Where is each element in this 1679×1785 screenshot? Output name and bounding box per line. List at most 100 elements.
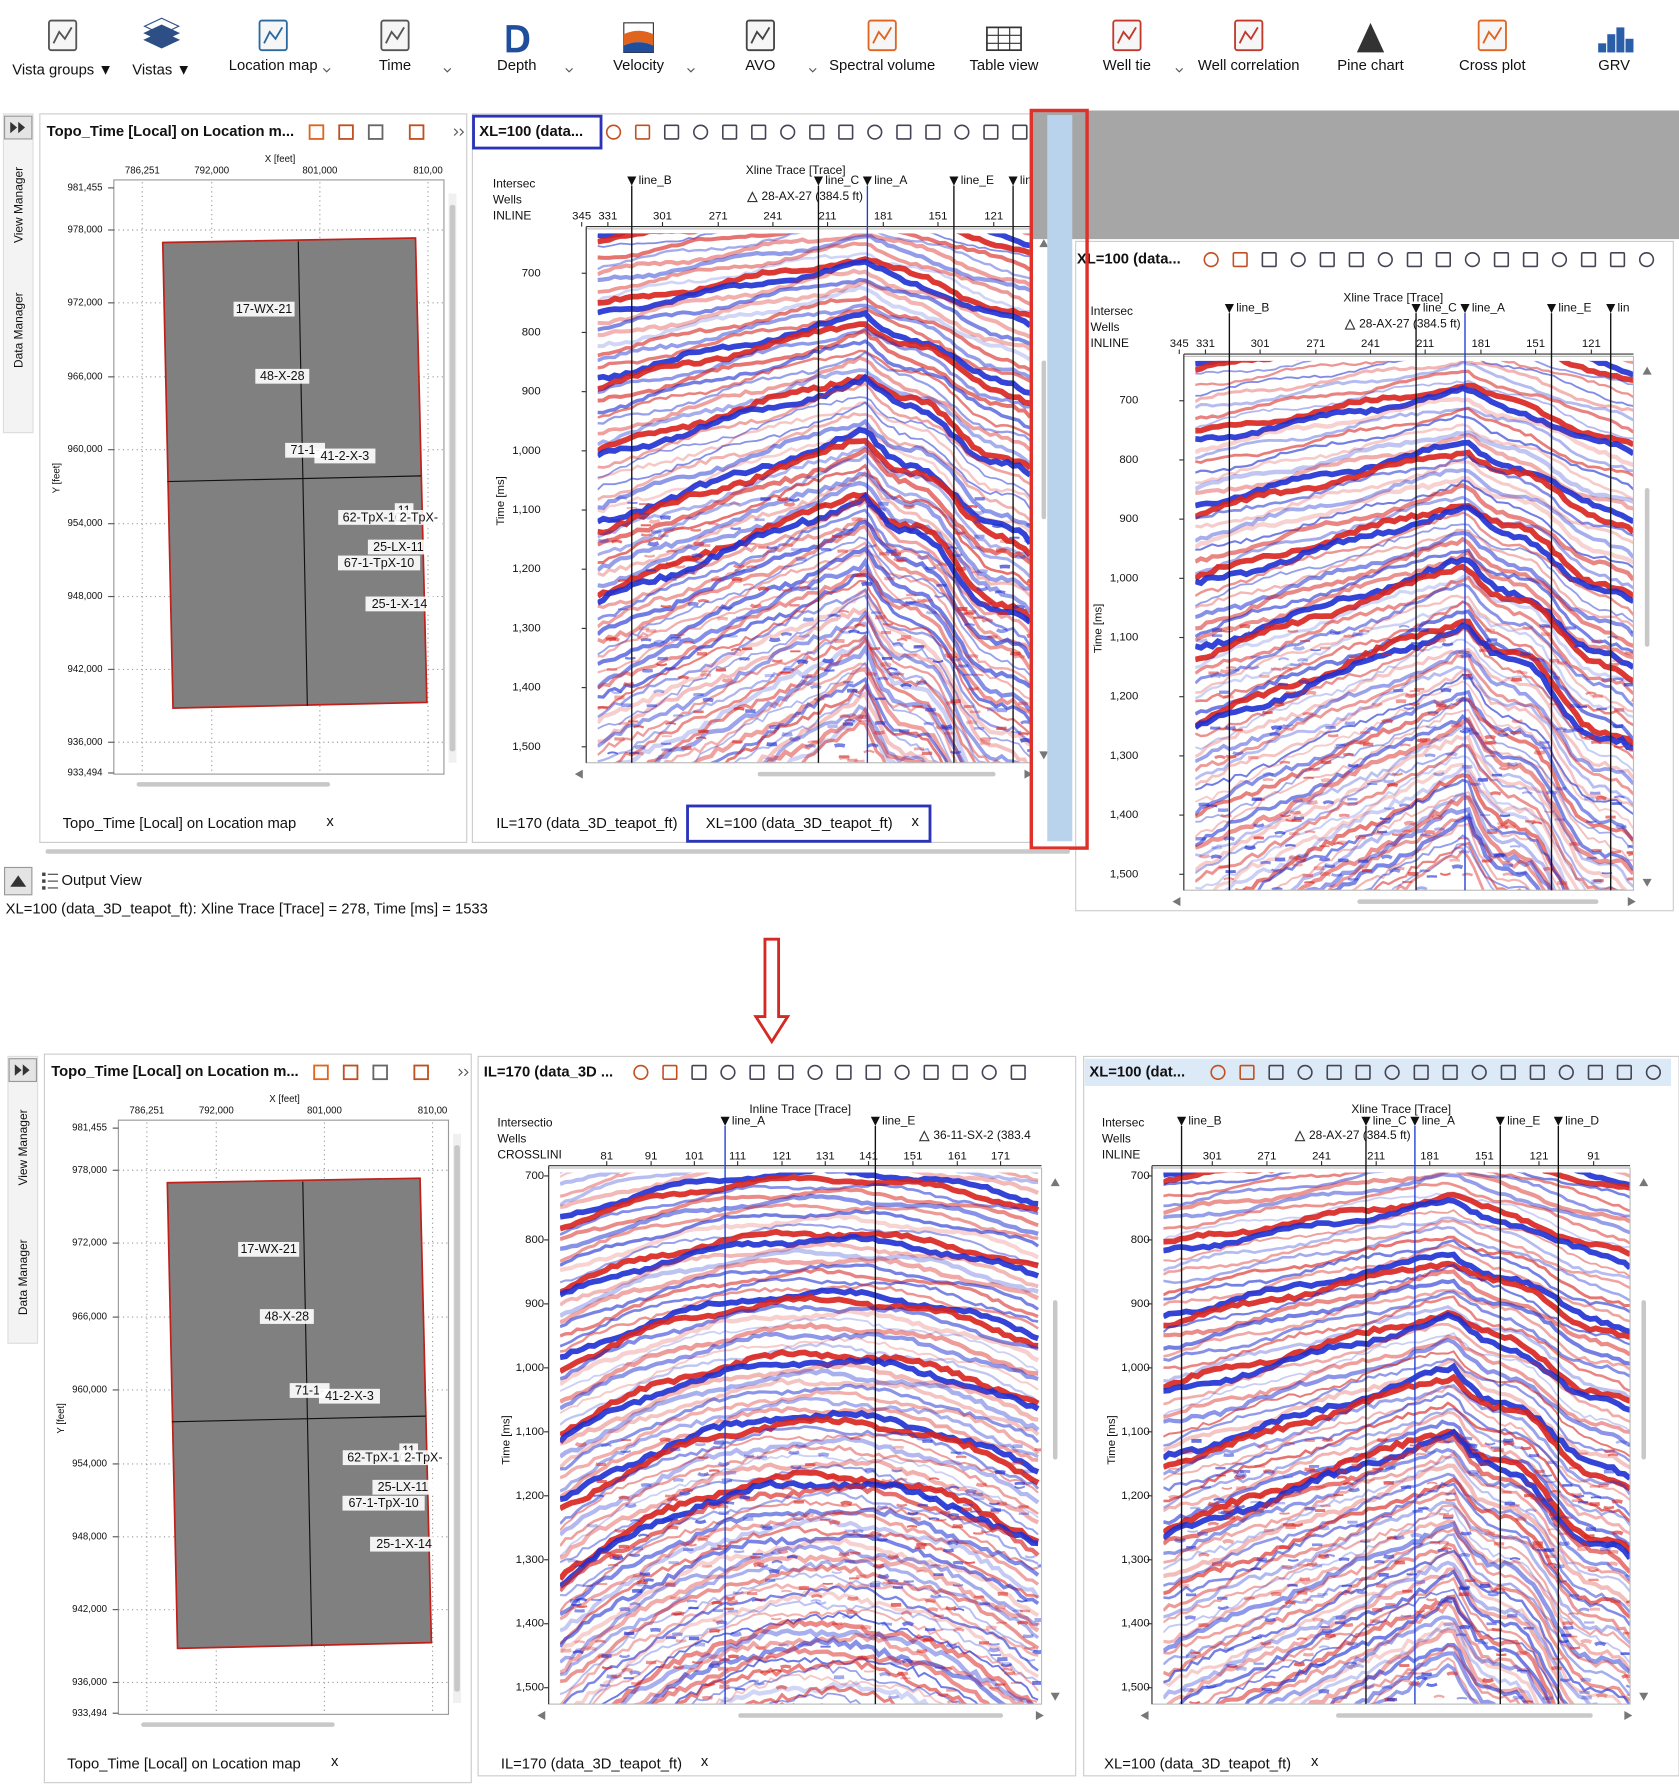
tool-icon[interactable]: [1551, 251, 1568, 268]
line-label[interactable]: line_C: [1423, 301, 1457, 315]
tool-icon[interactable]: [1580, 251, 1597, 268]
scroll-thumb[interactable]: [1052, 1300, 1058, 1460]
tool-icon[interactable]: [1203, 251, 1219, 268]
tool-icon[interactable]: [923, 1064, 939, 1080]
line-label[interactable]: line_A: [874, 173, 907, 187]
line-label[interactable]: line_E: [961, 173, 994, 187]
tab-label[interactable]: XL=100 (data_3D_teapot_ft): [1104, 1756, 1291, 1772]
tool-icon[interactable]: [1442, 1064, 1458, 1080]
well-label[interactable]: 17-WX-21: [240, 1242, 296, 1256]
side-tab[interactable]: View Manager: [12, 167, 26, 243]
line-label[interactable]: line_D: [1565, 1113, 1599, 1127]
toolbar-label[interactable]: Spectral volume: [829, 58, 935, 74]
well-label[interactable]: 28-AX-27 (384.5 ft): [762, 189, 864, 203]
more-icon[interactable]: [453, 128, 465, 136]
tool-icon[interactable]: [954, 124, 970, 140]
scroll-thumb[interactable]: [1644, 487, 1650, 647]
panel-title[interactable]: Topo_Time [Local] on Location m...: [51, 1064, 298, 1080]
tool-icon[interactable]: [1500, 1064, 1516, 1080]
well-label[interactable]: 41-2-X-3: [321, 449, 370, 463]
well-label[interactable]: 71-1-: [295, 1383, 324, 1397]
toolbar-label[interactable]: Location map: [229, 58, 318, 74]
tool-icon[interactable]: [1268, 1064, 1284, 1080]
tool-icon[interactable]: [1297, 1064, 1313, 1080]
toolbar-label[interactable]: Table view: [969, 58, 1038, 74]
well-label[interactable]: 25-1-X-14: [376, 1537, 432, 1551]
side-tab[interactable]: Data Manager: [12, 292, 26, 368]
toolbar-label[interactable]: Vista groups ▼: [12, 63, 113, 79]
tool-icon[interactable]: [1210, 1064, 1226, 1080]
tool-icon[interactable]: [308, 124, 325, 140]
line-label[interactable]: line_E: [1507, 1113, 1540, 1127]
tool-icon[interactable]: [983, 124, 999, 140]
line-label[interactable]: line_C: [1373, 1113, 1407, 1127]
line-label[interactable]: line_A: [732, 1113, 765, 1127]
scroll-thumb[interactable]: [1357, 899, 1599, 904]
scroll-thumb[interactable]: [738, 1713, 1004, 1718]
toolbar-button[interactable]: Time: [379, 19, 411, 74]
toolbar-button[interactable]: GRV: [1598, 27, 1634, 74]
toolbar-button[interactable]: Well correlation: [1198, 19, 1300, 74]
well-label[interactable]: 71-1-: [290, 443, 319, 457]
tool-icon[interactable]: [751, 124, 767, 140]
tool-icon[interactable]: [981, 1064, 997, 1080]
tool-icon[interactable]: [634, 124, 651, 140]
toolbar-button[interactable]: Spectral volume: [829, 19, 935, 74]
line-label[interactable]: line_E: [1558, 301, 1591, 315]
well-label[interactable]: 25-LX-11: [373, 540, 424, 554]
tool-icon[interactable]: [1609, 251, 1626, 268]
tab-label[interactable]: Topo_Time [Local] on Location map: [67, 1756, 301, 1772]
tool-icon[interactable]: [1406, 251, 1422, 268]
tool-icon[interactable]: [865, 1064, 881, 1080]
well-label[interactable]: 48-X-28: [260, 369, 305, 383]
scroll-thumb[interactable]: [449, 204, 456, 752]
toolbar-button[interactable]: Location map: [229, 19, 318, 74]
toolbar-button[interactable]: Cross plot: [1459, 19, 1526, 74]
well-label[interactable]: 41-2-X-3: [325, 1389, 374, 1403]
tool-icon[interactable]: [1261, 251, 1277, 268]
tool-icon[interactable]: [313, 1064, 329, 1081]
side-tab[interactable]: Data Manager: [16, 1239, 30, 1315]
toolbar-label[interactable]: Vistas ▼: [132, 63, 191, 79]
tool-icon[interactable]: [836, 1064, 852, 1080]
tool-icon[interactable]: [1638, 251, 1655, 268]
tool-icon[interactable]: [1493, 251, 1510, 268]
tab-label[interactable]: Topo_Time [Local] on Location map: [63, 816, 297, 832]
well-label[interactable]: 28-AX-27 (384.5 ft): [1309, 1128, 1411, 1142]
toolbar-label[interactable]: Well correlation: [1198, 58, 1300, 74]
toolbar-button[interactable]: Well tie: [1103, 19, 1151, 74]
tool-icon[interactable]: [722, 124, 738, 140]
tool-icon[interactable]: [1645, 1064, 1662, 1080]
well-label[interactable]: 67-1-TpX-10: [344, 556, 414, 570]
tool-icon[interactable]: [1616, 1064, 1632, 1080]
well-label[interactable]: 25-LX-11: [378, 1480, 429, 1494]
well-label[interactable]: 62-TpX-10: [347, 1451, 406, 1465]
tool-icon[interactable]: [1326, 1064, 1342, 1080]
toolbar-label[interactable]: GRV: [1598, 58, 1630, 74]
tool-icon[interactable]: [1558, 1064, 1574, 1080]
tool-icon[interactable]: [662, 1064, 678, 1080]
tool-icon[interactable]: [1290, 251, 1306, 268]
tool-icon[interactable]: [1435, 251, 1451, 268]
scroll-thumb[interactable]: [45, 849, 1071, 854]
tool-icon[interactable]: [925, 124, 941, 140]
tab-label[interactable]: IL=170 (data_3D_teapot_ft): [501, 1756, 682, 1772]
tool-icon[interactable]: [1239, 1064, 1255, 1080]
scroll-thumb[interactable]: [1336, 1713, 1593, 1718]
well-label[interactable]: 62-TpX-10: [343, 510, 402, 524]
scroll-thumb[interactable]: [1641, 1300, 1646, 1460]
tool-icon[interactable]: [1471, 1064, 1487, 1080]
tool-icon[interactable]: [663, 124, 680, 140]
tool-icon[interactable]: [867, 124, 883, 140]
toolbar-label[interactable]: Time: [379, 58, 411, 74]
toolbar-label[interactable]: Cross plot: [1459, 58, 1526, 74]
tool-icon[interactable]: [1384, 1064, 1400, 1080]
tab-label[interactable]: IL=170 (data_3D_teapot_ft): [496, 816, 677, 832]
tool-icon[interactable]: [1010, 1064, 1026, 1080]
line-label[interactable]: lin: [1020, 173, 1032, 187]
tool-icon[interactable]: [413, 1064, 429, 1081]
toolbar-button[interactable]: Pine chart: [1337, 22, 1404, 74]
line-label[interactable]: line_B: [1188, 1113, 1221, 1127]
tool-icon[interactable]: [894, 1064, 910, 1080]
tab-close[interactable]: x: [701, 1754, 709, 1770]
